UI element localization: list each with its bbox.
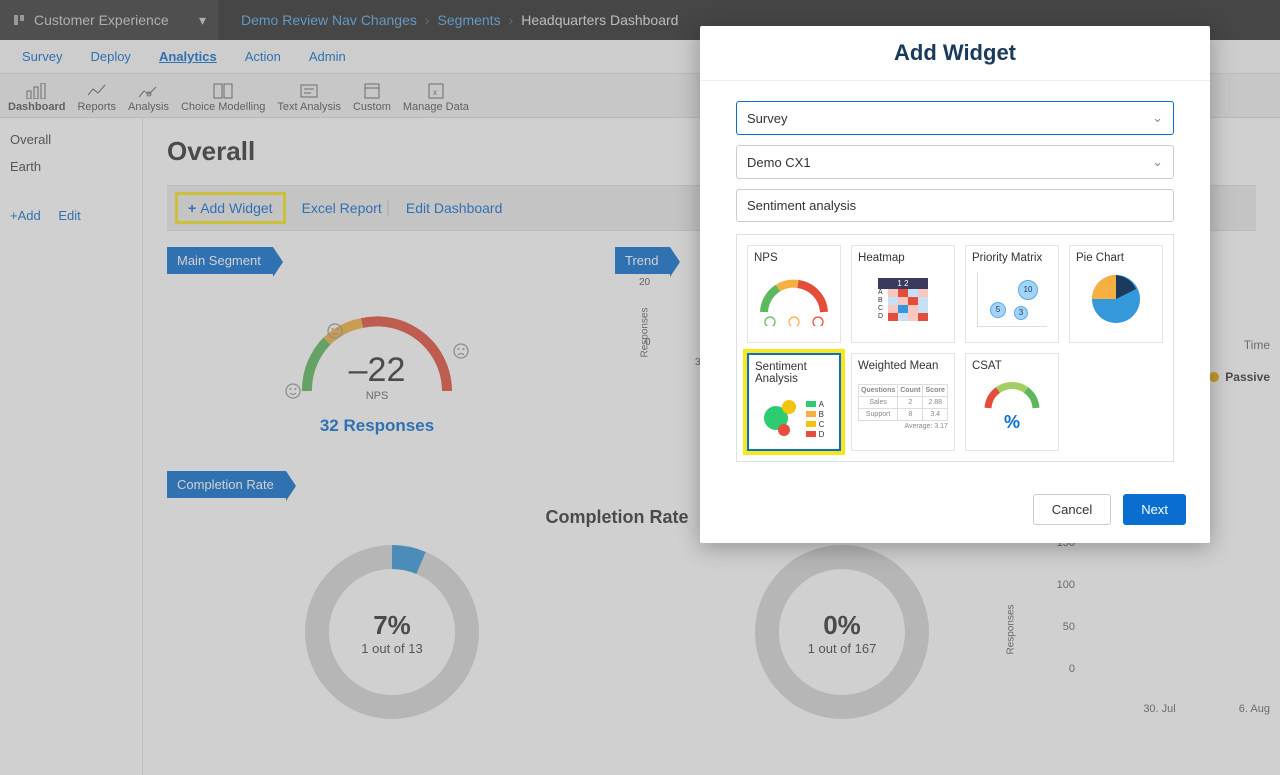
tile-preview (1076, 268, 1156, 330)
tile-priority-matrix[interactable]: Priority Matrix 10 5 3 (965, 245, 1059, 343)
widget-name-input[interactable] (736, 189, 1174, 222)
select-value: Survey (747, 111, 787, 126)
chevron-down-icon: ⌄ (1152, 154, 1163, 170)
chevron-down-icon: ⌄ (1152, 110, 1163, 126)
tile-preview: 1 2 A B C D (858, 268, 948, 330)
tile-sentiment-analysis[interactable]: Sentiment Analysis A B C D (747, 353, 841, 451)
tile-preview: QuestionsCountScore Sales22.88 Support83… (858, 376, 948, 438)
tile-preview: 10 5 3 (972, 268, 1052, 330)
tile-nps[interactable]: NPS (747, 245, 841, 343)
widget-tile-grid: NPS Heatmap 1 2 (736, 234, 1174, 462)
select-value: Demo CX1 (747, 155, 811, 170)
tile-label: Weighted Mean (858, 360, 948, 372)
next-button[interactable]: Next (1123, 494, 1186, 525)
select-survey[interactable]: Demo CX1 ⌄ (736, 145, 1174, 179)
tile-csat[interactable]: CSAT % (965, 353, 1059, 451)
tile-label: Sentiment Analysis (755, 361, 833, 385)
tile-label: Pie Chart (1076, 252, 1156, 264)
tile-preview (754, 268, 834, 330)
tile-label: Priority Matrix (972, 252, 1052, 264)
tile-label: Heatmap (858, 252, 948, 264)
tile-heatmap[interactable]: Heatmap 1 2 A B C D (851, 245, 955, 343)
modal-footer: Cancel Next (700, 482, 1210, 543)
tile-pie-chart[interactable]: Pie Chart (1069, 245, 1163, 343)
tile-weighted-mean[interactable]: Weighted Mean QuestionsCountScore Sales2… (851, 353, 955, 451)
modal-title: Add Widget (700, 26, 1210, 81)
cancel-button[interactable]: Cancel (1033, 494, 1111, 525)
csat-symbol: % (1004, 412, 1020, 433)
modal-body: Survey ⌄ Demo CX1 ⌄ NPS (700, 81, 1210, 482)
tile-label: CSAT (972, 360, 1052, 372)
tile-label: NPS (754, 252, 834, 264)
add-widget-modal: Add Widget Survey ⌄ Demo CX1 ⌄ NPS (700, 26, 1210, 543)
select-source[interactable]: Survey ⌄ (736, 101, 1174, 135)
tile-preview: % (972, 376, 1052, 438)
tile-preview: A B C D (755, 389, 833, 451)
heatmap-header: 1 2 (878, 278, 928, 289)
